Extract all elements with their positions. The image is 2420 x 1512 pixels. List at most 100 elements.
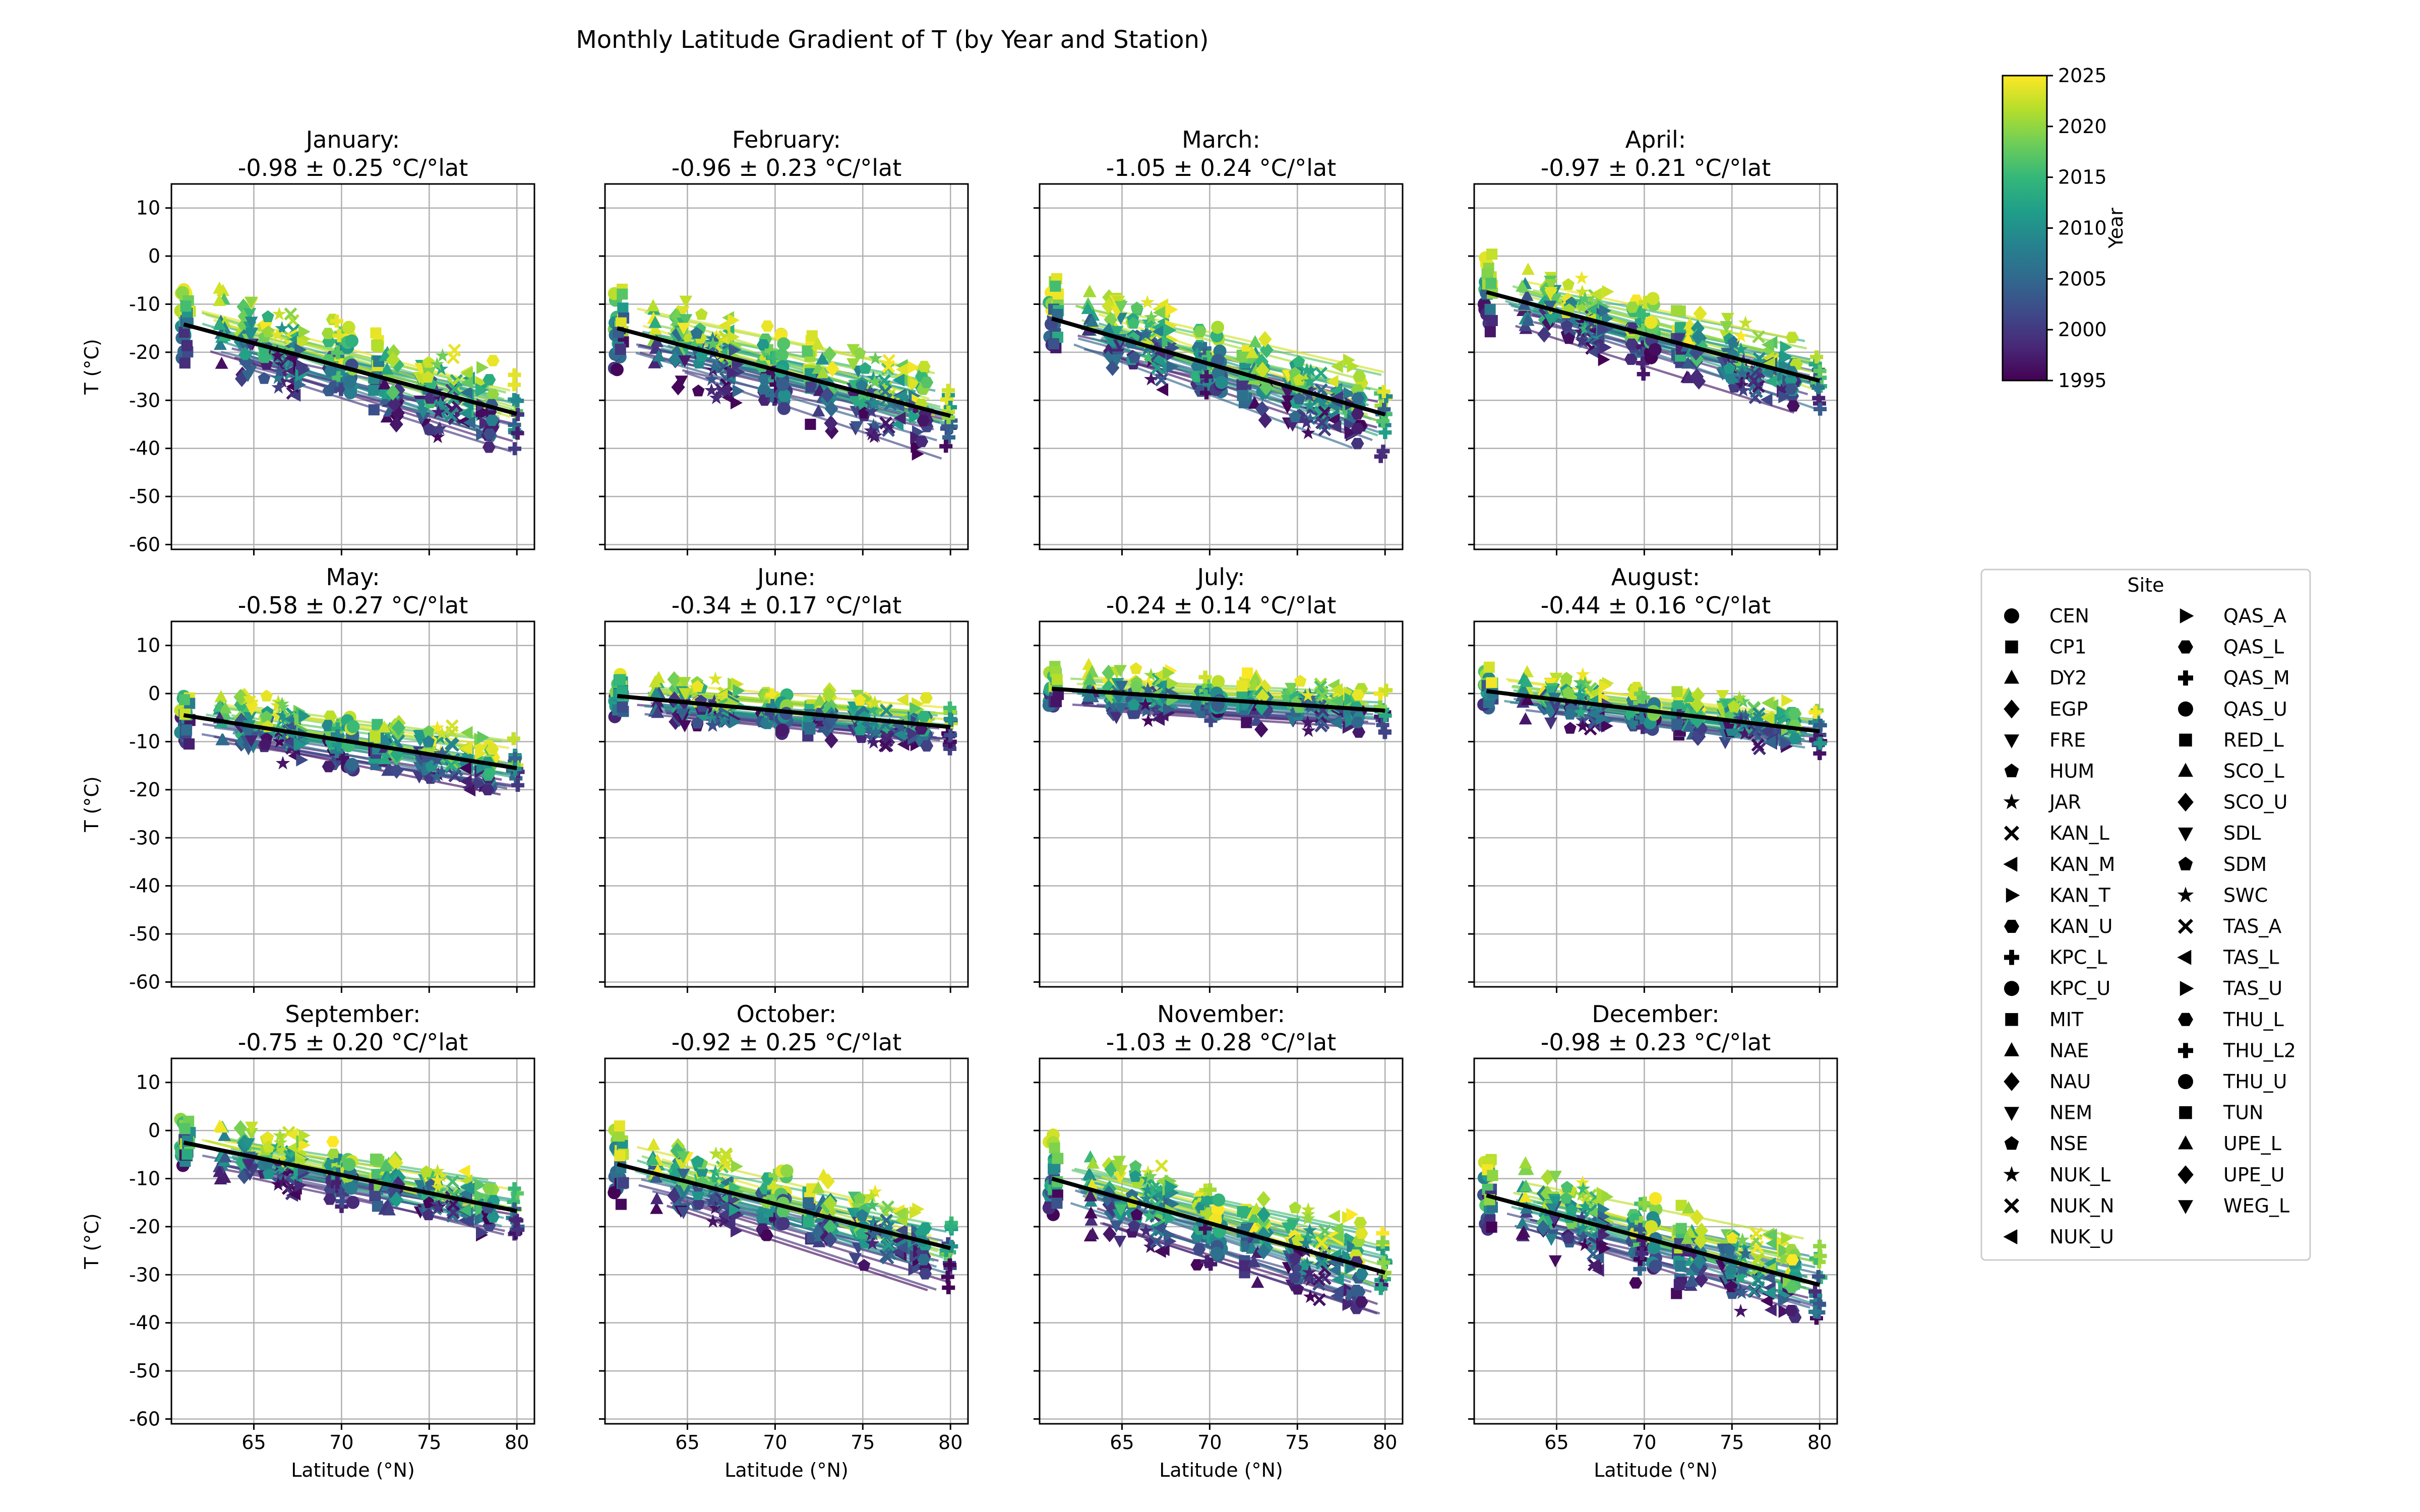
data-point <box>1519 1179 1533 1192</box>
data-point <box>1376 718 1389 732</box>
data-point <box>731 1160 744 1173</box>
data-point <box>431 422 446 436</box>
legend-item: SCO_U <box>2177 791 2287 813</box>
data-point <box>1106 1200 1120 1217</box>
data-point <box>920 740 934 752</box>
data-point <box>727 366 740 380</box>
data-point <box>1256 1243 1270 1260</box>
data-point <box>1574 705 1588 719</box>
data-point <box>1671 719 1683 730</box>
data-point <box>1691 726 1706 743</box>
data-point <box>1141 713 1156 727</box>
data-point <box>275 755 290 770</box>
legend-label: QAS_A <box>2223 605 2286 627</box>
legend-marker-plus-icon <box>2178 670 2193 686</box>
data-point <box>431 767 446 781</box>
data-point <box>1293 392 1306 404</box>
data-point <box>1516 1216 1529 1229</box>
data-point <box>1487 1170 1498 1181</box>
data-point <box>1587 303 1600 317</box>
legend-label: MIT <box>2049 1009 2084 1031</box>
data-point <box>1352 726 1366 738</box>
legend-label: CP1 <box>2049 636 2087 658</box>
data-point <box>1200 386 1214 400</box>
data-point <box>1052 688 1064 700</box>
legend-marker-plus-icon <box>2004 950 2019 965</box>
data-point <box>1765 1237 1778 1250</box>
data-point <box>1644 316 1658 329</box>
data-point <box>940 1244 953 1257</box>
data-point <box>866 418 881 432</box>
data-point <box>1190 1259 1204 1271</box>
year-fit-line <box>224 324 511 392</box>
data-point <box>677 1207 690 1219</box>
data-point <box>866 735 881 749</box>
legend-label: THU_U <box>2223 1070 2287 1093</box>
data-point <box>610 363 624 376</box>
data-point <box>482 1182 496 1194</box>
data-point <box>1084 1206 1098 1219</box>
data-point <box>1376 1226 1389 1240</box>
data-point <box>1144 371 1159 386</box>
data-point <box>445 759 458 772</box>
data-point <box>459 762 471 775</box>
data-point <box>180 300 192 312</box>
data-point <box>275 1143 290 1157</box>
data-point <box>213 318 226 330</box>
data-point <box>1808 357 1822 371</box>
data-point <box>1572 688 1588 702</box>
year-fit-line <box>1525 280 1793 340</box>
colorbar-tick-label: 2025 <box>2058 65 2107 87</box>
data-point <box>486 355 500 366</box>
panel-title: April: <box>1625 126 1686 153</box>
data-point <box>178 327 190 338</box>
data-point <box>1250 714 1263 726</box>
data-point <box>241 370 255 383</box>
data-point <box>896 1241 909 1254</box>
data-point <box>345 334 359 348</box>
data-point <box>1693 1233 1708 1249</box>
legend-marker-triangle-down-icon <box>2178 1200 2193 1214</box>
data-point <box>1212 1193 1226 1207</box>
legend-item: UPE_U <box>2177 1164 2285 1186</box>
data-point <box>373 341 384 352</box>
data-point <box>849 1253 862 1266</box>
data-point <box>511 408 524 421</box>
data-point <box>708 714 723 728</box>
data-point <box>614 1120 625 1132</box>
legend-label: KPC_L <box>2049 947 2107 969</box>
data-point <box>945 1240 958 1253</box>
x-axis-label: Latitude (°N) <box>1594 1459 1718 1481</box>
data-point <box>1520 674 1533 687</box>
data-point <box>1684 1274 1698 1287</box>
data-point <box>1637 367 1650 381</box>
data-point <box>1625 338 1639 350</box>
data-point <box>459 1204 471 1217</box>
data-point <box>865 1236 880 1250</box>
legend-label: UPE_L <box>2223 1132 2281 1155</box>
data-point <box>1719 737 1732 749</box>
data-point <box>1765 374 1777 388</box>
data-point <box>1544 717 1557 730</box>
data-point <box>1637 323 1650 337</box>
data-point <box>508 368 521 382</box>
y-tick-label: -50 <box>129 485 160 508</box>
data-point <box>1129 1170 1142 1182</box>
data-point <box>275 727 290 741</box>
legend-label: TAS_L <box>2223 947 2279 969</box>
data-point <box>892 373 904 387</box>
legend-label: FRE <box>2049 729 2086 751</box>
data-point <box>1156 383 1169 397</box>
data-point <box>1520 289 1534 301</box>
x-tick-label: 75 <box>851 1431 875 1454</box>
data-point <box>868 420 883 434</box>
data-point <box>1300 362 1314 376</box>
data-point <box>1354 1217 1367 1228</box>
legend-item: NEM <box>2004 1102 2092 1124</box>
data-point <box>368 404 380 416</box>
data-point <box>1376 445 1390 458</box>
data-point <box>1152 354 1165 367</box>
legend-item: NUK_U <box>2003 1226 2114 1248</box>
data-point <box>1281 1222 1295 1235</box>
data-point <box>866 370 881 385</box>
